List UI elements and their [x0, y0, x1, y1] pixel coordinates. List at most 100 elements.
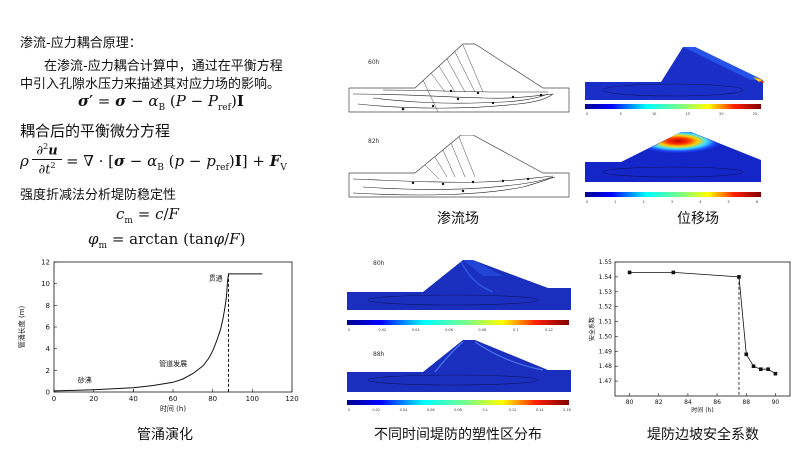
safety-y-tick-label: 1.51 [599, 319, 613, 326]
piping-evolution-chart: 0 20 40 60 80 100 120 0 2 4 6 8 10 12 砂沸 管道发展 贯通 时间 (… [17, 259, 299, 414]
safety-x-tick-label: 80 [626, 399, 634, 406]
colorbar-tick-label: 0.16 [563, 408, 571, 412]
displacement-field-60h: 0 5 10 15 20 25 [585, 47, 764, 116]
safety-data-point [627, 270, 632, 275]
piping-y-tick-label: 2 [46, 367, 50, 375]
heading-equilibrium: 耦合后的平衡微分方程 [20, 122, 171, 140]
piping-x-tick-label: 80 [208, 395, 217, 403]
colorbar-tick-label: 0 [586, 200, 588, 204]
caption-displacement-field: 位移场 [677, 211, 719, 227]
annotation-breakthrough: 贯通 [209, 273, 223, 282]
safety-data-point [671, 270, 676, 275]
piping-x-axis-label: 时间 (h) [160, 404, 186, 413]
paragraph-line-1: 在渗流-应力耦合计算中，通过在平衡方程 [44, 59, 283, 74]
safety-y-tick-label: 1.53 [599, 289, 613, 296]
colorbar-tick-label: 25 [753, 112, 757, 116]
colorbar-tick-label: 0 [348, 408, 350, 412]
plastic-zone-80h: 80h 0 0.02 0.04 0.06 0.08 0.1 0.12 [347, 260, 571, 332]
colorbar-tick-label: 0 [586, 112, 588, 116]
safety-x-tick-label: 90 [772, 399, 780, 406]
caption-piping-evolution: 管涌演化 [137, 427, 193, 443]
colorbar-tick-label: 0 [348, 328, 350, 332]
equation-friction: φm = arctan (tanφ/F) [88, 230, 246, 251]
piping-y-tick-label: 8 [46, 302, 50, 310]
piping-x-tick-label: 60 [169, 395, 178, 403]
colorbar-tick-label: 1 [614, 200, 616, 204]
heading-strength-reduction: 强度折减法分析堤防稳定性 [20, 188, 177, 203]
colorbar-tick-label: 0.1 [482, 408, 488, 412]
safety-y-tick-label: 1.50 [599, 333, 613, 340]
heading-principle: 渗流-应力耦合原理： [20, 36, 142, 51]
seepage-field-82h: 82h [343, 135, 575, 205]
colorbar-tick-label: 0.04 [400, 408, 409, 412]
safety-factor-line [629, 272, 776, 375]
caption-plastic-zone: 不同时间堤防的塑性区分布 [374, 427, 542, 443]
safety-y-axis-label: 安全系数 [588, 317, 596, 341]
paragraph-line-2: 中引入孔隙水压力来描述其对应力场的影响。 [20, 77, 281, 92]
colorbar-tick-label: 6 [756, 200, 758, 204]
colorbar-tick-label: 5 [619, 112, 621, 116]
safety-data-point [766, 367, 770, 371]
safety-x-tick-label: 88 [742, 399, 750, 406]
colorbar-tick-label: 0.02 [378, 328, 386, 332]
piping-y-tick-label: 4 [46, 345, 51, 353]
colorbar-tick-label: 5 [728, 200, 730, 204]
safety-data-point [759, 367, 763, 371]
piping-y-tick-label: 10 [41, 280, 50, 288]
piping-plot-frame [53, 261, 293, 393]
colorbar-tick-label: 0.12 [545, 328, 553, 332]
piping-x-tick-label: 20 [89, 395, 98, 403]
plastic-zone-88h: 88h 0 0.02 0.04 0.06 0.08 0.1 0.12 0.14 0.16 [347, 340, 571, 412]
safety-data-point [773, 371, 778, 376]
colorbar-tick-label: 15 [686, 112, 690, 116]
colorbar-tick-label: 20 [719, 112, 723, 116]
colorbar-tick-label: 0.12 [509, 408, 517, 412]
safety-data-point [737, 275, 741, 279]
caption-seepage-field: 渗流场 [437, 211, 479, 227]
safety-x-tick-label: 84 [684, 399, 692, 406]
safety-factor-chart: 80 82 84 86 88 90 1.47 1.48 1.49 1.50 1.51 1.52 1.53… [588, 259, 791, 414]
safety-y-tick-label: 1.48 [599, 363, 613, 370]
safety-x-axis-label: 时间 (h) [691, 406, 713, 414]
colorbar-tick-label: 0.1 [513, 328, 519, 332]
colorbar-tick-label: 4 [699, 200, 702, 204]
safety-y-tick-label: 1.47 [599, 378, 613, 385]
seepage-field-60h: 60h [343, 42, 575, 122]
safety-x-tick-label: 86 [713, 399, 721, 406]
piping-y-tick-label: 0 [46, 389, 50, 397]
piping-y-tick-label: 12 [41, 259, 50, 267]
caption-safety-factor: 堤防边坡安全系数 [647, 427, 759, 443]
colorbar-tick-label: 3 [671, 200, 673, 204]
annotation-pipe-development: 管道发展 [159, 359, 187, 368]
safety-x-tick-label: 82 [655, 399, 663, 406]
piping-x-tick-label: 40 [129, 395, 138, 403]
colorbar-tick-label: 2 [643, 200, 645, 204]
safety-plot-frame [614, 261, 791, 397]
colorbar-tick-label: 0.08 [478, 328, 486, 332]
safety-y-tick-label: 1.55 [599, 259, 613, 266]
piping-x-tick-label: 120 [285, 395, 298, 403]
colorbar-tick-label: 0.04 [412, 328, 421, 332]
plastic-time-label-80h: 80h [373, 260, 385, 267]
plastic-time-label-88h: 88h [373, 351, 385, 358]
colorbar-tick-label: 0.06 [445, 328, 453, 332]
displacement-field-82h: 0 1 2 3 4 5 6 [585, 132, 761, 204]
equation-effective-stress: σ′ = σ − αB (P − Pref)I [78, 92, 244, 113]
safety-data-point [751, 364, 756, 369]
equation-cohesion: cm = c/F [116, 205, 179, 226]
safety-y-tick-label: 1.52 [599, 304, 613, 311]
annotation-sand-boil: 砂沸 [78, 375, 92, 384]
piping-x-tick-label: 0 [52, 395, 56, 403]
safety-y-tick-label: 1.49 [599, 348, 613, 355]
colorbar-tick-label: 0.08 [454, 408, 462, 412]
safety-y-tick-label: 1.54 [599, 274, 613, 281]
colorbar-tick-label: 10 [652, 112, 656, 116]
piping-y-tick-label: 6 [46, 324, 51, 332]
safety-data-point [744, 352, 749, 357]
colorbar-tick-label: 0.14 [536, 408, 545, 412]
colorbar-tick-label: 0.06 [427, 408, 435, 412]
seepage-time-label-82h: 82h [368, 138, 380, 145]
piping-length-line [53, 273, 263, 392]
seepage-time-label-60h: 60h [368, 59, 380, 66]
colorbar-tick-label: 0.02 [372, 408, 380, 412]
